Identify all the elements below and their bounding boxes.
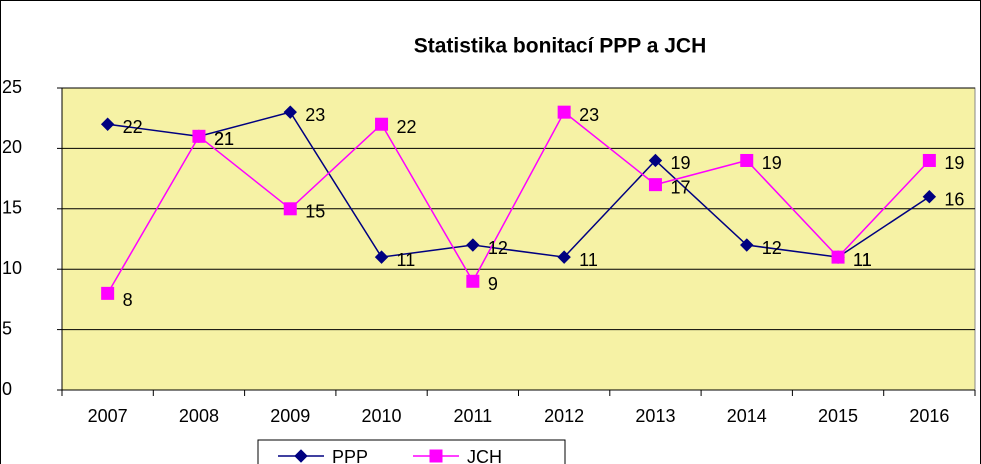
x-tick-label: 2013 [635, 406, 675, 426]
legend-label: PPP [332, 447, 368, 464]
legend-label: JCH [467, 447, 502, 464]
data-label: 9 [488, 274, 498, 294]
marker [648, 178, 662, 192]
x-tick-label: 2009 [270, 406, 310, 426]
data-label: 11 [397, 250, 416, 270]
marker [648, 153, 663, 168]
data-label: 19 [944, 153, 964, 173]
y-tick-label: 10 [2, 258, 22, 278]
plot-area [61, 87, 976, 391]
data-label: 23 [579, 105, 599, 125]
marker [557, 105, 571, 119]
marker [100, 117, 115, 131]
data-label: 8 [123, 290, 133, 310]
x-tick-label: 2015 [818, 406, 858, 426]
series-line [107, 111, 930, 258]
x-tick-label: 2016 [909, 406, 949, 426]
data-label: 19 [762, 153, 782, 173]
marker [740, 238, 754, 252]
x-tick-label: 2007 [88, 406, 128, 426]
marker [922, 153, 936, 167]
x-tick-label: 2010 [362, 406, 402, 426]
marker [922, 190, 937, 204]
data-label: 11 [853, 250, 872, 270]
data-label: 21 [214, 129, 234, 149]
marker [740, 153, 754, 167]
series-line [107, 111, 930, 294]
data-label: 12 [762, 238, 782, 258]
legend-marker [429, 449, 443, 463]
y-tick-label: 5 [2, 318, 12, 338]
data-label: 17 [670, 177, 690, 197]
legend [257, 439, 566, 464]
data-label: 16 [944, 189, 964, 209]
x-tick-label: 2011 [453, 406, 492, 426]
y-tick-label: 0 [2, 379, 12, 399]
marker [374, 250, 389, 264]
marker [557, 250, 571, 264]
data-label: 21 [214, 129, 234, 149]
y-tick-label: 25 [2, 77, 22, 97]
marker [466, 238, 480, 252]
data-label: 12 [488, 238, 508, 258]
data-label: 22 [397, 117, 417, 137]
data-label: 19 [670, 153, 690, 173]
x-tick-label: 2014 [727, 406, 767, 426]
chart-title: Statistika bonitací PPP a JCH [414, 35, 707, 58]
marker [101, 286, 115, 300]
marker [283, 105, 297, 119]
y-tick-label: 15 [2, 198, 22, 218]
x-tick-label: 2008 [179, 406, 219, 426]
marker [375, 117, 389, 131]
legend-marker [294, 449, 308, 463]
data-label: 11 [853, 250, 872, 270]
data-label: 11 [579, 250, 598, 270]
marker [466, 274, 480, 288]
y-tick-label: 20 [2, 137, 22, 157]
data-label: 22 [123, 117, 143, 137]
marker [831, 250, 845, 264]
data-label: 23 [305, 105, 325, 125]
data-label: 15 [305, 202, 325, 222]
x-tick-label: 2012 [544, 406, 584, 426]
marker [283, 202, 297, 216]
marker [192, 129, 206, 143]
